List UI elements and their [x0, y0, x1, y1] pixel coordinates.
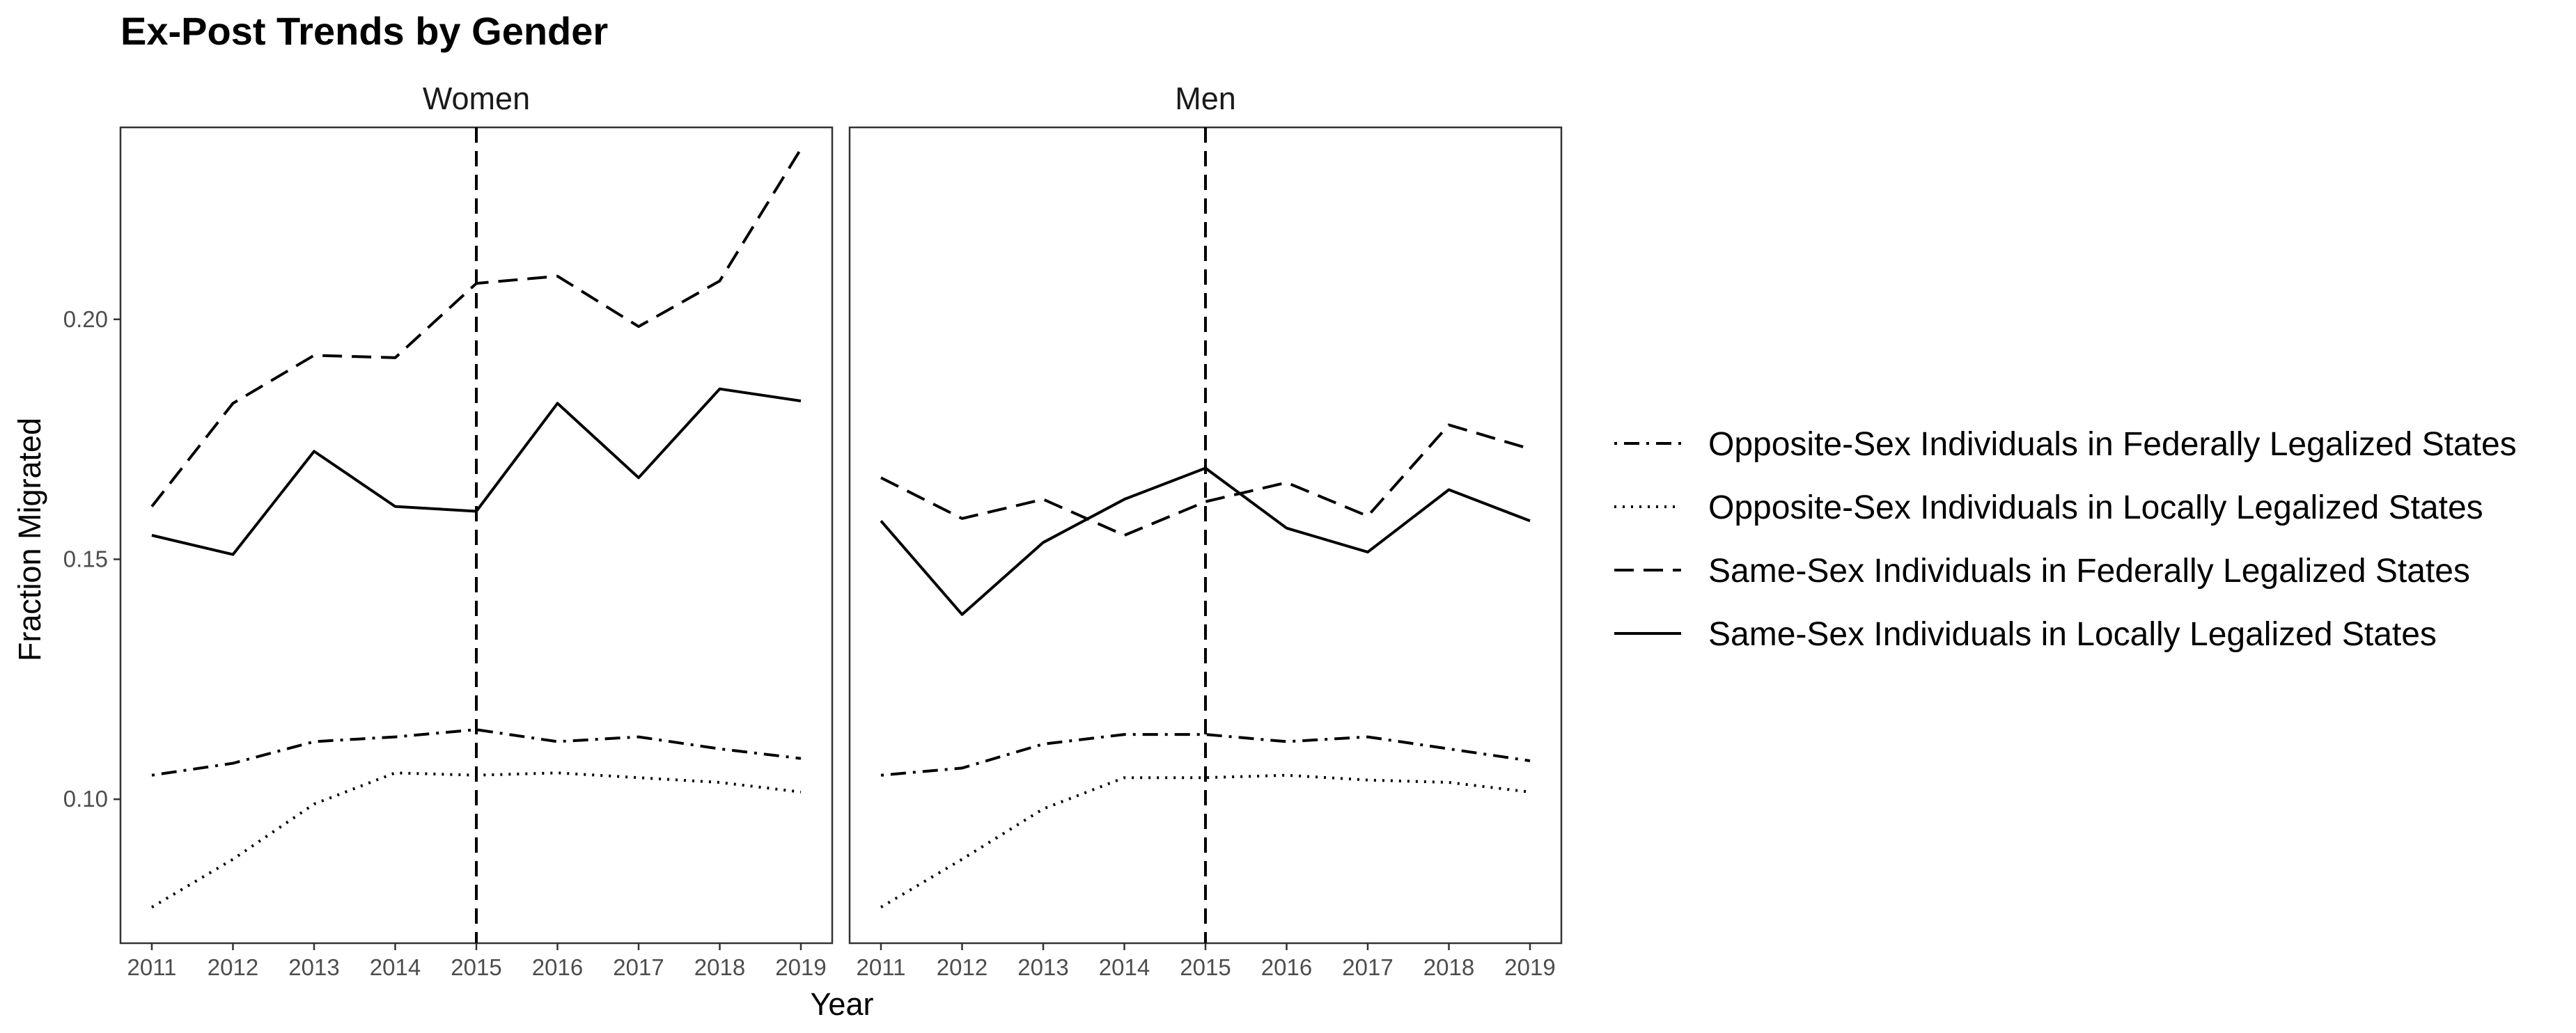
- legend-label: Opposite-Sex Individuals in Federally Le…: [1708, 426, 2517, 463]
- x-tick-label: 2016: [532, 954, 583, 980]
- y-tick-label: 0.15: [63, 546, 108, 571]
- y-axis-title: Fraction Migrated: [12, 418, 47, 661]
- x-tick-label: 2014: [1099, 954, 1150, 980]
- x-tick-label: 2019: [775, 954, 826, 980]
- series-line: [880, 733, 1531, 777]
- y-tick-label: 0.20: [63, 306, 108, 332]
- legend-label: Same-Sex Individuals in Locally Legalize…: [1708, 616, 2437, 653]
- x-axis-title: Year: [811, 986, 874, 1022]
- panels: Women 2011 2012 2013 2014 2015 2016 2017 2018 201…: [63, 81, 1563, 980]
- panel-strip-label: Women: [423, 81, 530, 116]
- legend-item: Same-Sex Individuals in Locally Legalize…: [1614, 616, 2437, 653]
- x-tick-label: 2017: [1342, 954, 1393, 980]
- x-tick-label: 2017: [613, 954, 664, 980]
- panel-men: Men 2011 2012 2013 2014 2015 2016 2017 2018 2019: [848, 81, 1563, 980]
- x-tick-label: 2018: [1423, 954, 1474, 980]
- legend-label: Same-Sex Individuals in Federally Legali…: [1708, 553, 2470, 590]
- x-tick-label: 2014: [370, 954, 421, 980]
- series-line: [151, 728, 802, 777]
- x-tick-label: 2016: [1261, 954, 1312, 980]
- x-tick-label: 2011: [857, 954, 906, 980]
- x-tick-label: 2013: [288, 954, 339, 980]
- legend-item: Opposite-Sex Individuals in Locally Lega…: [1614, 489, 2483, 526]
- series-line: [880, 773, 1531, 909]
- x-tick-label: 2012: [937, 954, 988, 980]
- x-tick-label: 2018: [694, 954, 745, 980]
- x-tick-label: 2013: [1017, 954, 1068, 980]
- panel-strip-label: Men: [1175, 81, 1236, 116]
- panel-women: Women 2011 2012 2013 2014 2015 2016 2017 2018 201…: [63, 81, 834, 980]
- legend-label: Opposite-Sex Individuals in Locally Lega…: [1708, 489, 2483, 526]
- x-tick-label: 2015: [451, 954, 501, 980]
- x-tick-label: 2015: [1180, 954, 1231, 980]
- legend-item: Same-Sex Individuals in Federally Legali…: [1614, 553, 2470, 590]
- legend: Opposite-Sex Individuals in Federally Le…: [1614, 426, 2517, 653]
- chart-title: Ex-Post Trends by Gender: [120, 9, 608, 53]
- y-tick-label: 0.10: [63, 786, 108, 812]
- series-line: [880, 423, 1531, 537]
- x-tick-label: 2011: [127, 954, 177, 980]
- x-tick-label: 2019: [1504, 954, 1555, 980]
- x-tick-label: 2012: [208, 954, 258, 980]
- legend-item: Opposite-Sex Individuals in Federally Le…: [1614, 426, 2517, 463]
